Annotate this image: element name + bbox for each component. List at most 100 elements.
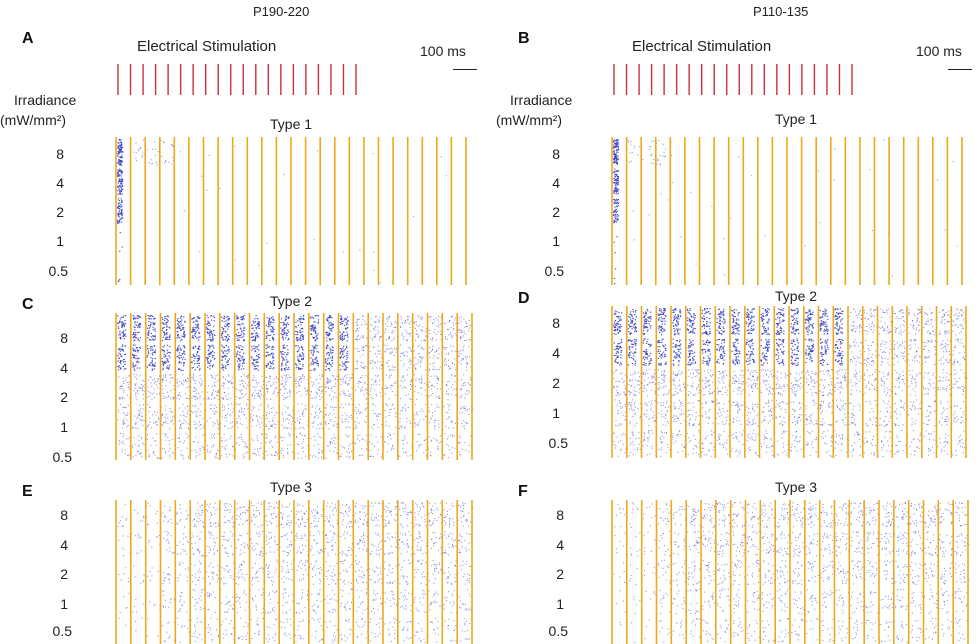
spike: [218, 399, 220, 401]
spike: [369, 346, 371, 348]
spike: [179, 317, 182, 319]
spike: [283, 330, 285, 332]
spike: [415, 386, 417, 388]
spike: [139, 316, 141, 318]
spike: [439, 366, 441, 368]
spike: [631, 320, 634, 322]
spike: [252, 405, 254, 407]
spike: [149, 454, 151, 456]
spike: [614, 187, 616, 189]
spike: [140, 419, 142, 421]
spike: [147, 325, 150, 327]
spike: [141, 415, 143, 417]
spike: [400, 398, 402, 400]
spike: [276, 412, 278, 414]
spike: [374, 353, 376, 355]
spike: [425, 415, 427, 417]
spike: [402, 338, 404, 340]
spike: [140, 147, 142, 149]
scale-bar-label-right: 100 ms: [916, 43, 962, 59]
spike: [117, 327, 120, 329]
spike: [119, 170, 121, 172]
spike: [255, 392, 257, 394]
spike: [198, 346, 200, 348]
spike: [119, 347, 121, 349]
spike: [342, 421, 344, 423]
spike: [459, 389, 461, 391]
spike: [351, 387, 353, 389]
spike: [167, 365, 169, 367]
spike: [135, 422, 137, 424]
spike: [354, 410, 356, 412]
spike: [138, 331, 140, 333]
spike: [389, 353, 391, 355]
spike: [462, 406, 464, 408]
spike: [151, 369, 153, 371]
spike: [142, 424, 144, 426]
spike: [326, 345, 328, 347]
spike: [438, 316, 440, 318]
spike: [148, 162, 150, 164]
spike: [241, 336, 243, 338]
spike: [334, 406, 336, 408]
spike: [168, 368, 170, 370]
spike: [242, 359, 244, 361]
spike: [194, 336, 197, 338]
spike: [430, 440, 432, 442]
spike: [221, 367, 223, 369]
spike: [265, 324, 268, 326]
spike: [360, 365, 362, 367]
spike: [132, 318, 135, 320]
spike: [197, 339, 200, 341]
spike: [196, 351, 199, 353]
spike: [319, 395, 321, 397]
spike: [336, 375, 338, 377]
spike: [154, 382, 156, 384]
spike: [120, 164, 122, 166]
spike: [393, 337, 395, 339]
spike: [272, 337, 274, 339]
spike: [181, 382, 183, 384]
spike: [119, 321, 121, 323]
spike: [439, 369, 441, 371]
spike: [329, 349, 331, 351]
spike: [310, 328, 312, 330]
spike: [356, 412, 358, 414]
spike: [196, 416, 198, 418]
spike: [154, 362, 156, 364]
spike: [227, 398, 229, 400]
spike: [410, 379, 412, 381]
spike: [117, 315, 119, 317]
spike: [169, 336, 171, 338]
spike: [653, 140, 655, 142]
spike: [447, 436, 449, 438]
spike: [411, 447, 413, 449]
spike: [213, 320, 215, 322]
spike: [619, 330, 621, 332]
spike: [199, 348, 201, 350]
spike: [251, 333, 253, 335]
spike: [438, 395, 440, 397]
spike: [409, 420, 411, 422]
spike: [656, 159, 658, 161]
spike: [391, 347, 393, 349]
spike: [253, 407, 255, 409]
spike: [132, 456, 134, 458]
spike: [419, 366, 421, 368]
spike: [194, 382, 196, 384]
spike: [207, 396, 209, 398]
spike: [251, 327, 253, 329]
spike: [246, 403, 248, 405]
spike: [276, 441, 278, 443]
spike: [254, 390, 256, 392]
spike: [270, 362, 272, 364]
spike: [120, 189, 122, 191]
spike: [123, 443, 125, 445]
spike: [416, 398, 418, 400]
spike: [464, 326, 466, 328]
spike: [461, 388, 463, 390]
spike: [614, 314, 616, 316]
spike: [302, 336, 304, 338]
spike: [448, 380, 450, 382]
spike: [236, 339, 238, 341]
